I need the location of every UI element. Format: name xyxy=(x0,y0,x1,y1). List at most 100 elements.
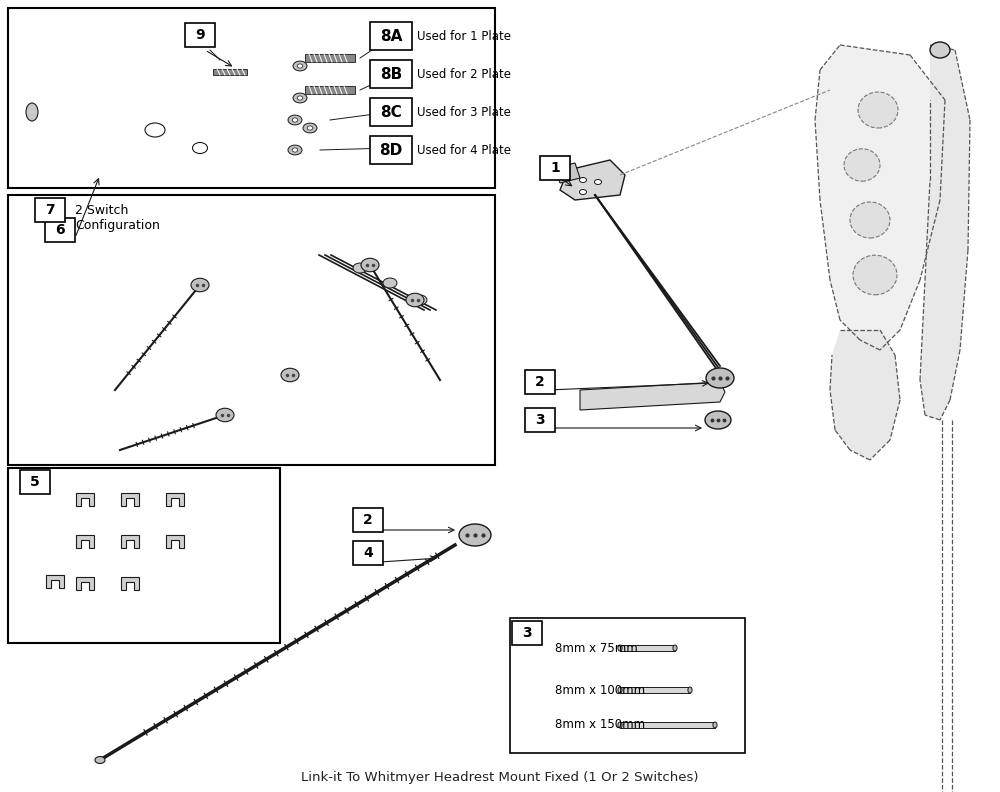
Ellipse shape xyxy=(858,92,898,128)
Bar xyxy=(35,198,65,222)
Ellipse shape xyxy=(361,258,379,272)
Bar xyxy=(370,60,412,88)
Bar xyxy=(8,8,495,188)
Polygon shape xyxy=(620,722,715,728)
Bar xyxy=(370,136,412,164)
Bar xyxy=(20,470,50,494)
Ellipse shape xyxy=(353,263,367,273)
Text: 5: 5 xyxy=(30,475,40,489)
Bar xyxy=(512,621,542,645)
Ellipse shape xyxy=(303,123,317,133)
Polygon shape xyxy=(280,240,440,268)
Bar xyxy=(525,408,555,432)
Ellipse shape xyxy=(292,118,298,122)
Polygon shape xyxy=(121,493,139,506)
Ellipse shape xyxy=(288,145,302,155)
Text: Used for 3 Plate: Used for 3 Plate xyxy=(417,105,511,119)
Text: 8mm x 75mm: 8mm x 75mm xyxy=(555,642,638,654)
Bar xyxy=(353,508,383,532)
Text: 1: 1 xyxy=(550,161,560,175)
Ellipse shape xyxy=(292,148,298,152)
Polygon shape xyxy=(580,382,725,410)
Text: 9: 9 xyxy=(195,28,205,42)
Polygon shape xyxy=(76,577,94,590)
Polygon shape xyxy=(121,535,139,548)
Polygon shape xyxy=(46,575,64,588)
Text: 6: 6 xyxy=(55,223,65,237)
Ellipse shape xyxy=(288,115,302,125)
Ellipse shape xyxy=(673,645,677,651)
Text: 4: 4 xyxy=(363,546,373,560)
Bar xyxy=(45,218,75,242)
Polygon shape xyxy=(305,54,355,62)
Ellipse shape xyxy=(281,368,299,382)
Text: 3: 3 xyxy=(535,413,545,427)
Bar xyxy=(525,370,555,394)
Ellipse shape xyxy=(688,687,692,693)
Text: 8D: 8D xyxy=(379,143,403,158)
Text: 8A: 8A xyxy=(380,29,402,44)
Ellipse shape xyxy=(594,180,602,185)
Text: 7: 7 xyxy=(45,203,55,217)
Ellipse shape xyxy=(191,278,209,291)
Ellipse shape xyxy=(297,64,303,68)
Ellipse shape xyxy=(618,722,622,728)
Bar xyxy=(185,23,215,47)
Ellipse shape xyxy=(853,255,897,295)
Text: Configuration: Configuration xyxy=(75,219,160,231)
Polygon shape xyxy=(32,108,95,120)
Ellipse shape xyxy=(216,408,234,422)
Polygon shape xyxy=(166,493,184,506)
Polygon shape xyxy=(920,45,970,420)
Ellipse shape xyxy=(850,202,890,238)
Polygon shape xyxy=(620,687,690,693)
Ellipse shape xyxy=(706,368,734,388)
Ellipse shape xyxy=(193,143,208,154)
Polygon shape xyxy=(560,160,625,200)
Polygon shape xyxy=(215,155,290,175)
Text: Used for 2 Plate: Used for 2 Plate xyxy=(417,67,511,81)
Text: 8mm x 100mm: 8mm x 100mm xyxy=(555,683,645,696)
Ellipse shape xyxy=(459,524,491,546)
Ellipse shape xyxy=(930,42,950,58)
Text: 2 Switch: 2 Switch xyxy=(75,204,128,216)
Text: 8B: 8B xyxy=(380,67,402,82)
Ellipse shape xyxy=(293,61,307,71)
Ellipse shape xyxy=(705,411,731,429)
Text: 8C: 8C xyxy=(380,105,402,120)
Polygon shape xyxy=(166,535,184,548)
Ellipse shape xyxy=(26,103,38,121)
Polygon shape xyxy=(815,45,945,350)
Ellipse shape xyxy=(580,177,586,182)
Polygon shape xyxy=(76,493,94,506)
Ellipse shape xyxy=(307,126,313,130)
Bar xyxy=(370,98,412,126)
Ellipse shape xyxy=(297,96,303,100)
Ellipse shape xyxy=(618,645,622,651)
Bar xyxy=(540,156,570,180)
Text: 8mm x 150mm: 8mm x 150mm xyxy=(555,718,645,732)
Ellipse shape xyxy=(406,293,424,307)
Text: Link-it To Whitmyer Headrest Mount Fixed (1 Or 2 Switches): Link-it To Whitmyer Headrest Mount Fixed… xyxy=(301,771,699,785)
Bar xyxy=(8,195,495,465)
Ellipse shape xyxy=(293,93,307,103)
Ellipse shape xyxy=(618,687,622,693)
Text: 2: 2 xyxy=(535,375,545,389)
Polygon shape xyxy=(213,69,247,75)
Text: 2: 2 xyxy=(363,513,373,527)
Ellipse shape xyxy=(713,722,717,728)
Ellipse shape xyxy=(95,756,105,763)
Ellipse shape xyxy=(383,278,397,288)
Polygon shape xyxy=(121,577,139,590)
Text: Used for 4 Plate: Used for 4 Plate xyxy=(417,143,511,157)
Ellipse shape xyxy=(145,123,165,137)
Bar xyxy=(370,22,412,50)
Polygon shape xyxy=(40,85,285,170)
Bar xyxy=(8,468,280,643)
Bar xyxy=(510,618,745,753)
Ellipse shape xyxy=(580,189,586,195)
Bar xyxy=(353,541,383,565)
Polygon shape xyxy=(620,645,675,651)
Ellipse shape xyxy=(844,149,880,181)
Ellipse shape xyxy=(413,295,427,305)
